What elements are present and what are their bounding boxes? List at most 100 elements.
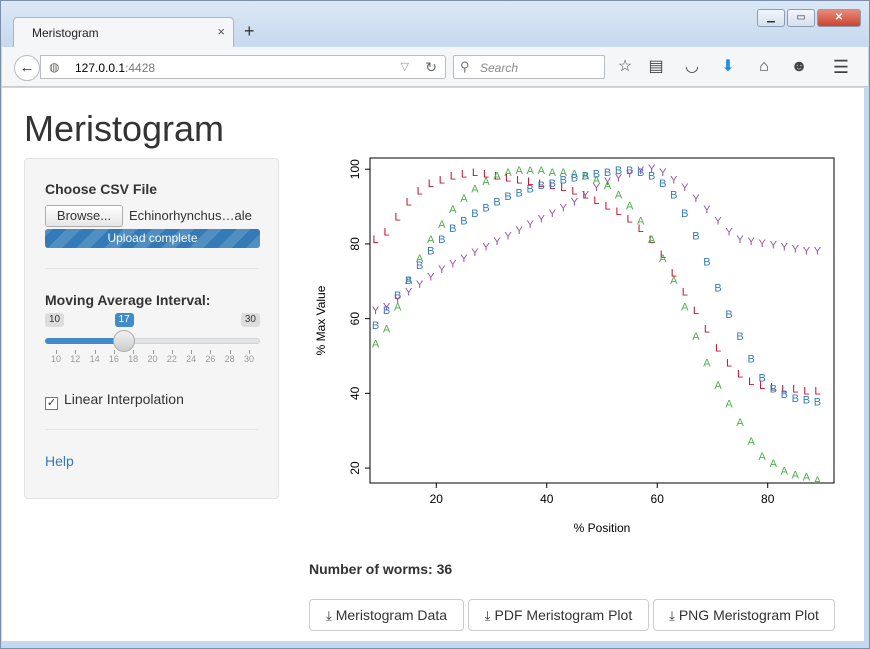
data-point-series-1: L xyxy=(627,214,633,226)
menu-hamburger-icon[interactable]: ☰ xyxy=(832,57,850,77)
data-point-series-1: L xyxy=(737,369,743,381)
data-point-series-2: A xyxy=(770,458,778,470)
linear-interpolation-label: Linear Interpolation xyxy=(64,391,184,407)
data-point-series-4: Y xyxy=(703,204,711,216)
data-point-series-1: L xyxy=(792,384,798,396)
download-arrow-icon[interactable]: ⬇ xyxy=(721,58,735,75)
tab-close-icon[interactable]: × xyxy=(217,24,225,39)
slider-tick-label: 26 xyxy=(205,354,216,364)
pocket-icon[interactable]: ◡ xyxy=(685,58,699,75)
data-point-series-3: B xyxy=(681,208,688,220)
data-point-series-3: B xyxy=(527,184,534,196)
data-point-series-4: Y xyxy=(637,165,645,177)
browse-button[interactable]: Browse... xyxy=(45,205,123,227)
data-point-series-4: Y xyxy=(615,172,623,184)
browser-tab[interactable]: Meristogram × xyxy=(13,17,234,47)
data-point-series-4: Y xyxy=(471,247,479,259)
data-point-series-4: Y xyxy=(593,182,601,194)
data-point-series-2: A xyxy=(460,193,468,205)
data-point-series-4: Y xyxy=(394,294,402,306)
navigation-bar: ← ◍ 127.0.0.1:4428 ▽ ↻ ⚲ Search ☆ ▤ ◡ ⬇ … xyxy=(2,47,868,87)
data-point-series-1: L xyxy=(638,223,644,235)
download-png-button[interactable]: ⤓ PNG Meristogram Plot xyxy=(653,599,835,631)
close-window-icon[interactable]: ✕ xyxy=(817,9,861,27)
slider-tick xyxy=(229,350,231,354)
y-tick-label: 80 xyxy=(348,237,362,251)
data-point-series-2: A xyxy=(759,451,767,463)
minimize-icon[interactable]: ▁ xyxy=(757,9,785,27)
smiley-icon[interactable]: ☻ xyxy=(790,58,808,75)
reading-list-icon[interactable]: ▤ xyxy=(648,58,664,75)
slider-max-label: 30 xyxy=(240,313,260,327)
worm-count: Number of worms: 36 xyxy=(309,561,453,577)
data-point-series-3: B xyxy=(747,354,754,366)
data-point-series-1: L xyxy=(417,186,423,198)
data-point-series-1: L xyxy=(814,385,820,397)
slider-tick xyxy=(152,350,154,354)
data-point-series-2: A xyxy=(615,189,623,201)
data-point-series-2: A xyxy=(504,167,512,179)
file-input-label: Choose CSV File xyxy=(45,181,158,197)
data-point-series-2: A xyxy=(515,165,523,177)
reload-icon[interactable]: ↻ xyxy=(425,59,437,75)
slider-tick xyxy=(171,350,173,354)
search-box[interactable]: ⚲ Search xyxy=(453,55,605,79)
data-point-series-2: A xyxy=(714,380,722,392)
download-icon: ⤓ xyxy=(669,608,675,623)
data-point-series-4: Y xyxy=(803,245,811,257)
slider-tick-label: 12 xyxy=(70,354,81,364)
data-point-series-2: A xyxy=(659,253,667,265)
data-point-series-4: Y xyxy=(736,234,744,246)
data-point-series-2: A xyxy=(383,324,391,336)
meristogram-plot: 20 40 60 80 20 40 60 80 100 % Position % Max Value… xyxy=(314,157,835,535)
slider-label: Moving Average Interval: xyxy=(45,292,211,308)
search-icon: ⚲ xyxy=(460,59,470,74)
data-point-series-2: A xyxy=(626,200,634,212)
data-point-series-2: A xyxy=(471,184,479,196)
data-point-series-4: Y xyxy=(648,163,656,175)
download-pdf-button[interactable]: ⤓ PDF Meristogram Plot xyxy=(468,599,649,631)
help-link[interactable]: Help xyxy=(45,453,74,469)
data-point-series-4: Y xyxy=(814,245,822,257)
data-point-series-4: Y xyxy=(781,242,789,254)
data-point-series-3: B xyxy=(714,283,721,295)
data-point-series-3: B xyxy=(571,172,578,184)
data-point-series-1: L xyxy=(483,169,489,181)
maximize-icon[interactable]: ▭ xyxy=(787,9,815,27)
data-point-series-2: A xyxy=(670,275,678,287)
data-point-series-2: A xyxy=(593,174,601,186)
data-point-series-1: L xyxy=(649,234,655,246)
data-point-series-4: Y xyxy=(405,286,413,298)
url-dropdown-icon[interactable]: ▽ xyxy=(400,61,409,73)
x-axis-label: % Position xyxy=(574,521,631,535)
download-data-button[interactable]: ⤓ Meristogram Data xyxy=(309,599,464,631)
data-point-series-4: Y xyxy=(515,225,523,237)
data-point-series-1: L xyxy=(748,376,754,388)
data-point-series-1: L xyxy=(472,167,478,179)
home-icon[interactable]: ⌂ xyxy=(759,58,769,75)
x-tick-label: 60 xyxy=(651,492,665,506)
data-point-series-4: Y xyxy=(659,167,667,179)
data-point-series-3: B xyxy=(670,189,677,201)
data-point-series-3: B xyxy=(692,230,699,242)
bookmark-star-icon[interactable]: ☆ xyxy=(617,58,633,75)
data-point-series-2: A xyxy=(372,339,380,351)
data-point-series-1: L xyxy=(604,200,610,212)
data-point-series-1: L xyxy=(372,234,378,246)
data-point-series-4: Y xyxy=(792,243,800,255)
slider-handle[interactable] xyxy=(112,330,135,352)
data-point-series-2: A xyxy=(538,165,546,177)
new-tab-icon[interactable]: + xyxy=(244,21,255,41)
slider-tick-label: 22 xyxy=(166,354,177,364)
download-data-label: Meristogram Data xyxy=(335,607,447,623)
moving-average-slider[interactable]: 10 30 17 10 12 14 16 18 20 22 24 26 28 30 xyxy=(45,313,260,373)
data-point-series-3: B xyxy=(515,187,522,199)
linear-interpolation-checkbox[interactable]: ✓ xyxy=(45,397,58,410)
linear-interpolation-option[interactable]: ✓ Linear Interpolation xyxy=(45,391,184,410)
data-point-series-1: L xyxy=(759,380,765,392)
data-point-series-3: B xyxy=(770,384,777,396)
url-bar[interactable]: ◍ 127.0.0.1:4428 ▽ ↻ xyxy=(40,55,446,79)
back-arrow-icon[interactable]: ← xyxy=(14,55,40,81)
data-point-series-4: Y xyxy=(604,176,612,188)
